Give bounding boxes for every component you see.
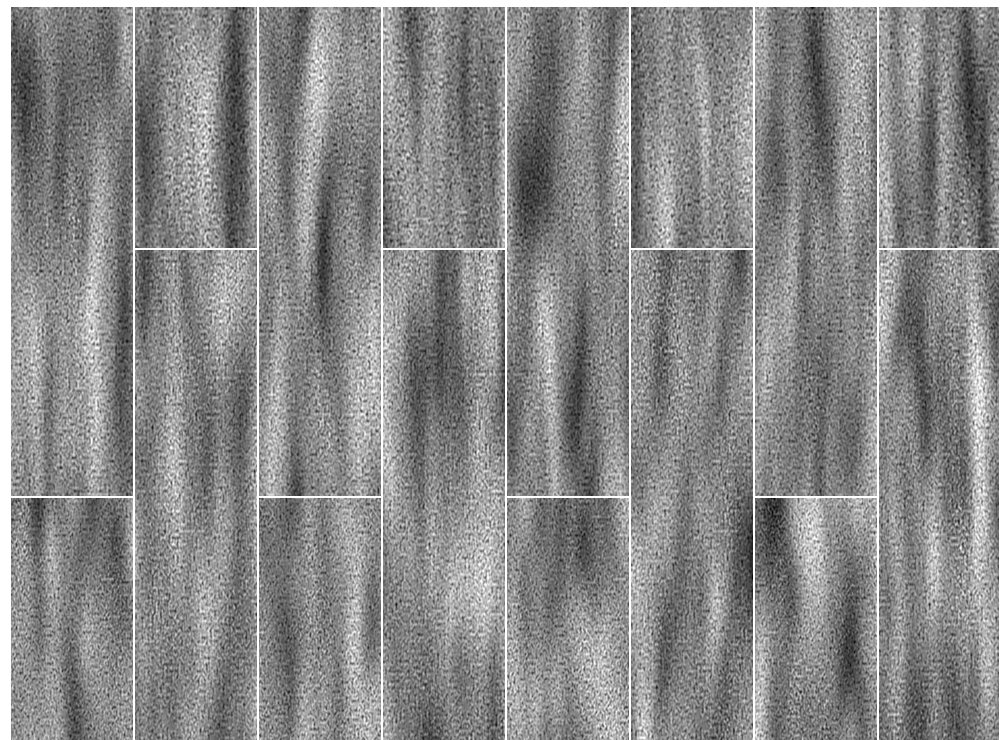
plank [755, 498, 877, 740]
plank [631, 7, 753, 248]
plank [11, 7, 133, 496]
plank [259, 7, 381, 496]
plank [135, 250, 257, 740]
plank [631, 250, 753, 740]
plank [383, 250, 505, 740]
plank [879, 250, 999, 740]
plank [755, 7, 877, 496]
plank [259, 498, 381, 740]
plank [507, 7, 629, 496]
plank [507, 498, 629, 740]
plank [11, 498, 133, 740]
plank [879, 7, 999, 248]
plank [383, 7, 505, 248]
plank [135, 7, 257, 248]
